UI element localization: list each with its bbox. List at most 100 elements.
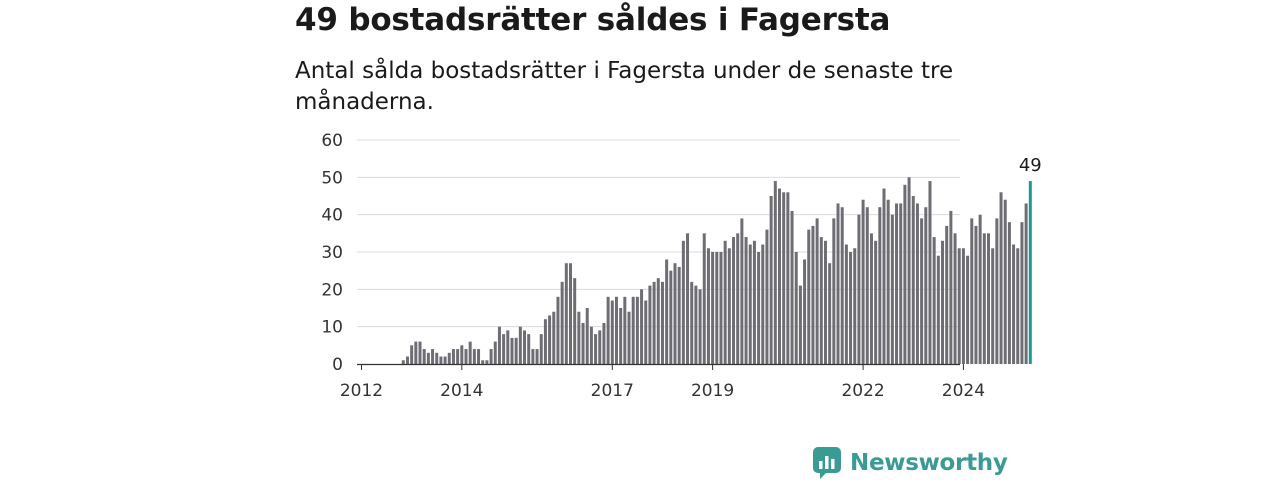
bar xyxy=(422,349,426,364)
bar xyxy=(594,334,598,364)
y-tick-label: 0 xyxy=(332,355,343,375)
bar xyxy=(786,192,790,364)
bar xyxy=(485,360,489,364)
bar xyxy=(426,352,430,364)
x-tick-label: 2017 xyxy=(591,381,634,401)
highlight-bar xyxy=(1028,181,1032,364)
chart-title: 49 bostadsrätter såldes i Fagersta xyxy=(295,2,891,38)
bar xyxy=(832,218,836,364)
bar xyxy=(924,207,928,364)
bar xyxy=(468,341,472,364)
bar xyxy=(619,308,623,364)
bar xyxy=(623,296,627,364)
bar xyxy=(581,322,585,364)
bar xyxy=(945,225,949,364)
bar xyxy=(941,240,945,364)
bar xyxy=(472,349,476,364)
bar xyxy=(970,218,974,364)
bar xyxy=(778,188,781,364)
bar xyxy=(782,192,786,364)
bar xyxy=(823,240,827,364)
bar xyxy=(857,214,861,364)
bar xyxy=(690,281,694,364)
bar xyxy=(886,199,890,364)
bar xyxy=(698,289,702,364)
bar xyxy=(798,285,802,364)
y-tick-label: 60 xyxy=(321,131,343,151)
bar xyxy=(840,207,844,364)
bar xyxy=(564,263,568,364)
bar xyxy=(489,349,493,364)
bar xyxy=(807,229,811,364)
bar xyxy=(665,259,669,364)
bar xyxy=(890,214,894,364)
bar xyxy=(539,334,543,364)
bar xyxy=(907,177,911,364)
bar xyxy=(477,349,481,364)
bar xyxy=(518,326,522,364)
bar xyxy=(410,345,414,364)
bar xyxy=(702,233,706,364)
bar xyxy=(531,349,535,364)
x-tick-label: 2024 xyxy=(942,381,985,401)
bar xyxy=(715,252,719,364)
bar xyxy=(660,281,664,364)
bar xyxy=(748,244,752,364)
bar xyxy=(815,218,819,364)
bar xyxy=(953,233,957,364)
bar xyxy=(589,326,593,364)
x-tick-label: 2012 xyxy=(340,381,383,401)
bar xyxy=(727,248,731,364)
bar xyxy=(706,248,710,364)
bar xyxy=(585,308,589,364)
bar xyxy=(456,349,460,364)
bar xyxy=(752,240,756,364)
bar xyxy=(1012,244,1016,364)
bar xyxy=(431,349,435,364)
bar xyxy=(932,237,936,364)
bar xyxy=(882,188,886,364)
bar xyxy=(819,237,823,364)
bar xyxy=(460,345,464,364)
bar xyxy=(995,218,999,364)
bar xyxy=(732,237,736,364)
bar xyxy=(794,252,798,364)
bar xyxy=(535,349,539,364)
bar xyxy=(401,360,405,364)
bar xyxy=(447,352,451,364)
bar xyxy=(418,341,422,364)
bar xyxy=(736,233,740,364)
bar xyxy=(669,270,673,364)
y-tick-label: 30 xyxy=(321,243,343,263)
bar xyxy=(644,300,648,364)
bar xyxy=(686,233,690,364)
bar xyxy=(443,356,447,364)
bar xyxy=(598,330,602,364)
bar xyxy=(849,252,853,364)
bar xyxy=(451,349,455,364)
bar xyxy=(1007,222,1011,364)
bar xyxy=(915,203,919,364)
x-tick-label: 2022 xyxy=(841,381,884,401)
newsworthy-logo-icon xyxy=(813,447,841,479)
bar xyxy=(694,285,698,364)
bar xyxy=(861,199,865,364)
y-tick-label: 50 xyxy=(321,168,343,188)
bar xyxy=(627,311,631,364)
bar xyxy=(991,248,995,364)
y-tick-label: 10 xyxy=(321,318,343,338)
bar xyxy=(982,233,986,364)
bar xyxy=(790,210,794,364)
bar xyxy=(723,240,727,364)
bar xyxy=(681,240,685,364)
bar xyxy=(978,214,982,364)
bar xyxy=(677,266,681,364)
bar xyxy=(493,341,497,364)
bar xyxy=(874,240,878,364)
bar xyxy=(523,330,527,364)
newsworthy-logo: Newsworthy xyxy=(812,443,1008,483)
bar xyxy=(740,218,744,364)
bar xyxy=(414,341,418,364)
bar xyxy=(481,360,485,364)
highlight-value-label: 49 xyxy=(1019,155,1042,176)
